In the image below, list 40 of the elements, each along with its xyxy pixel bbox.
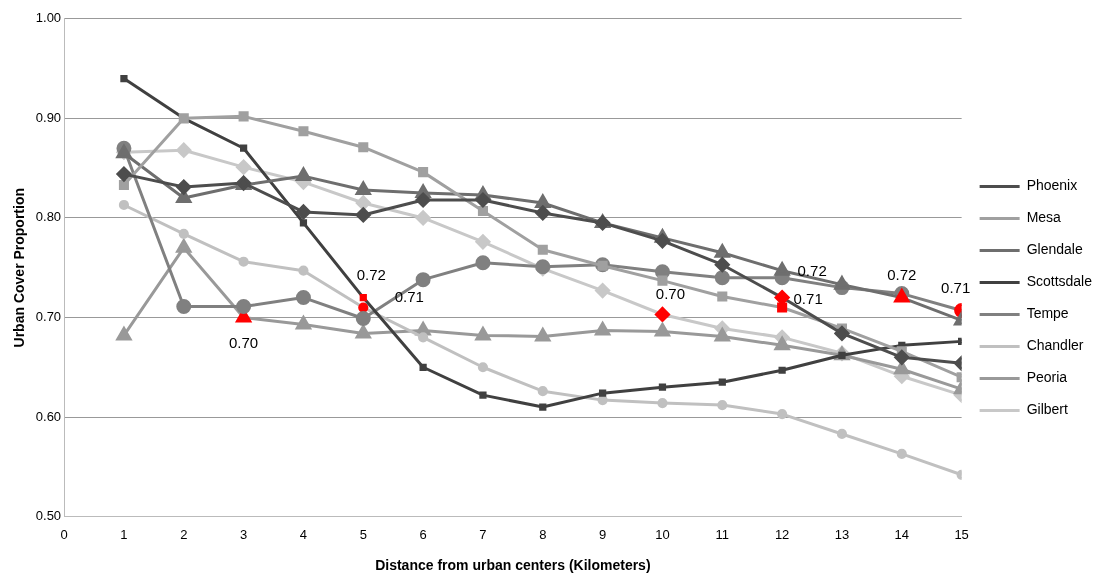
x-tick-label: 5 <box>359 526 367 542</box>
x-tick-label: 14 <box>894 526 910 542</box>
legend-label: Phoenix <box>1026 177 1078 194</box>
y-tick-label: 0.50 <box>35 508 62 524</box>
y-tick-label: 1.00 <box>35 10 62 26</box>
x-tick-label: 12 <box>774 526 790 542</box>
legend-label: Chandler <box>1026 337 1084 354</box>
annotation: 0.70 <box>229 333 259 351</box>
annotation: 0.71 <box>941 278 971 296</box>
y-axis-title: Urban Cover Proportion <box>11 187 28 348</box>
y-tick-label: 0.80 <box>35 209 62 225</box>
legend-label: Peoria <box>1026 369 1068 386</box>
x-tick-label: 11 <box>715 526 730 542</box>
x-tick-label: 0 <box>60 526 68 542</box>
x-tick-label: 6 <box>419 526 427 542</box>
y-tick-label: 0.70 <box>35 309 62 325</box>
annotation: 0.72 <box>797 261 827 279</box>
x-tick-label: 15 <box>954 526 969 542</box>
annotation: 0.70 <box>655 284 686 302</box>
annotation: 0.71 <box>793 289 823 307</box>
x-tick-label: 10 <box>655 526 670 542</box>
x-tick-label: 13 <box>834 526 850 542</box>
legend-label: Mesa <box>1026 209 1062 226</box>
legend-label: Tempe <box>1026 305 1069 322</box>
legend-label: Gilbert <box>1026 401 1068 418</box>
x-tick-label: 7 <box>479 526 487 542</box>
y-tick-label: 0.90 <box>35 109 62 125</box>
legend-label: Scottsdale <box>1026 273 1093 290</box>
x-axis-title: Distance from urban centers (Kilometers) <box>375 557 651 574</box>
annotation: 0.71 <box>394 287 424 305</box>
x-tick-label: 2 <box>180 526 188 542</box>
x-tick-label: 4 <box>299 526 308 542</box>
annotation: 0.72 <box>356 265 386 283</box>
x-tick-label: 3 <box>239 526 248 542</box>
legend-label: Glendale <box>1026 241 1083 258</box>
annotation: 0.72 <box>887 265 917 283</box>
x-tick-label: 9 <box>599 526 607 542</box>
y-tick-label: 0.60 <box>35 408 62 424</box>
x-tick-label: 8 <box>539 526 547 542</box>
x-tick-label: 1 <box>120 526 128 542</box>
